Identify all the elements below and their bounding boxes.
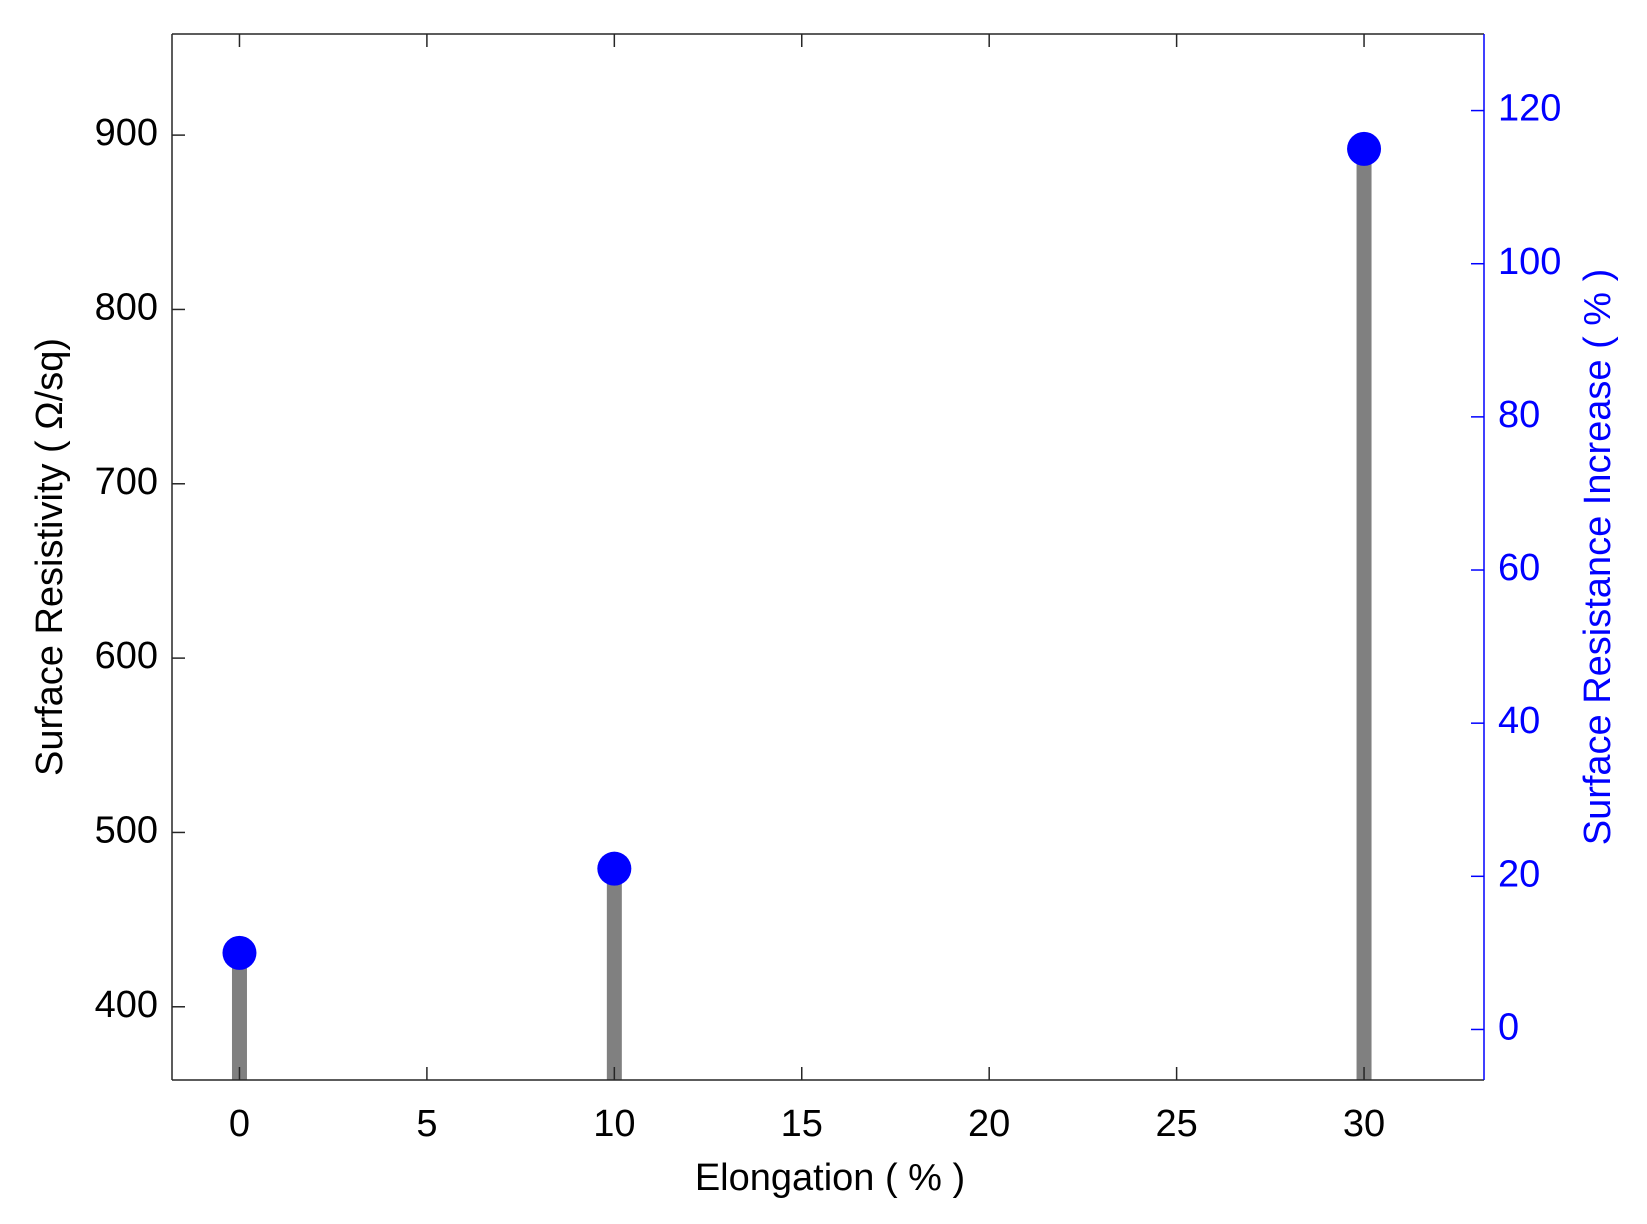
y2-tick-label: 0	[1498, 1006, 1519, 1048]
x-tick-label: 30	[1343, 1103, 1385, 1145]
bar	[231, 952, 247, 1080]
x-tick-label: 5	[416, 1103, 437, 1145]
y2-tick-label: 80	[1498, 394, 1540, 436]
x-tick-label: 25	[1155, 1103, 1197, 1145]
marker	[597, 851, 632, 886]
y-tick-label: 800	[95, 286, 158, 328]
y-axis-label: Surface Resistivity ( Ω/sq)	[29, 338, 71, 776]
y2-tick-label: 120	[1498, 88, 1561, 130]
bar	[1356, 152, 1372, 1081]
y-tick-label: 600	[95, 635, 158, 677]
marker	[222, 935, 257, 970]
y2-tick-label: 20	[1498, 853, 1540, 895]
bar	[606, 867, 622, 1080]
x-tick-label: 20	[968, 1103, 1010, 1145]
y-tick-label: 900	[95, 112, 158, 154]
y-tick-label: 700	[95, 461, 158, 503]
y-tick-label: 500	[95, 809, 158, 851]
x-tick-label: 0	[229, 1103, 250, 1145]
y-tick-label: 400	[95, 984, 158, 1026]
x-tick-label: 10	[593, 1103, 635, 1145]
y2-tick-label: 40	[1498, 700, 1540, 742]
y2-axis-label: Surface Resistance Increase ( % )	[1577, 269, 1619, 846]
y2-tick-label: 60	[1498, 547, 1540, 589]
marker	[1347, 131, 1382, 166]
y2-tick-label: 100	[1498, 241, 1561, 283]
x-axis-label: Elongation ( % )	[695, 1157, 965, 1199]
x-tick-label: 15	[781, 1103, 823, 1145]
